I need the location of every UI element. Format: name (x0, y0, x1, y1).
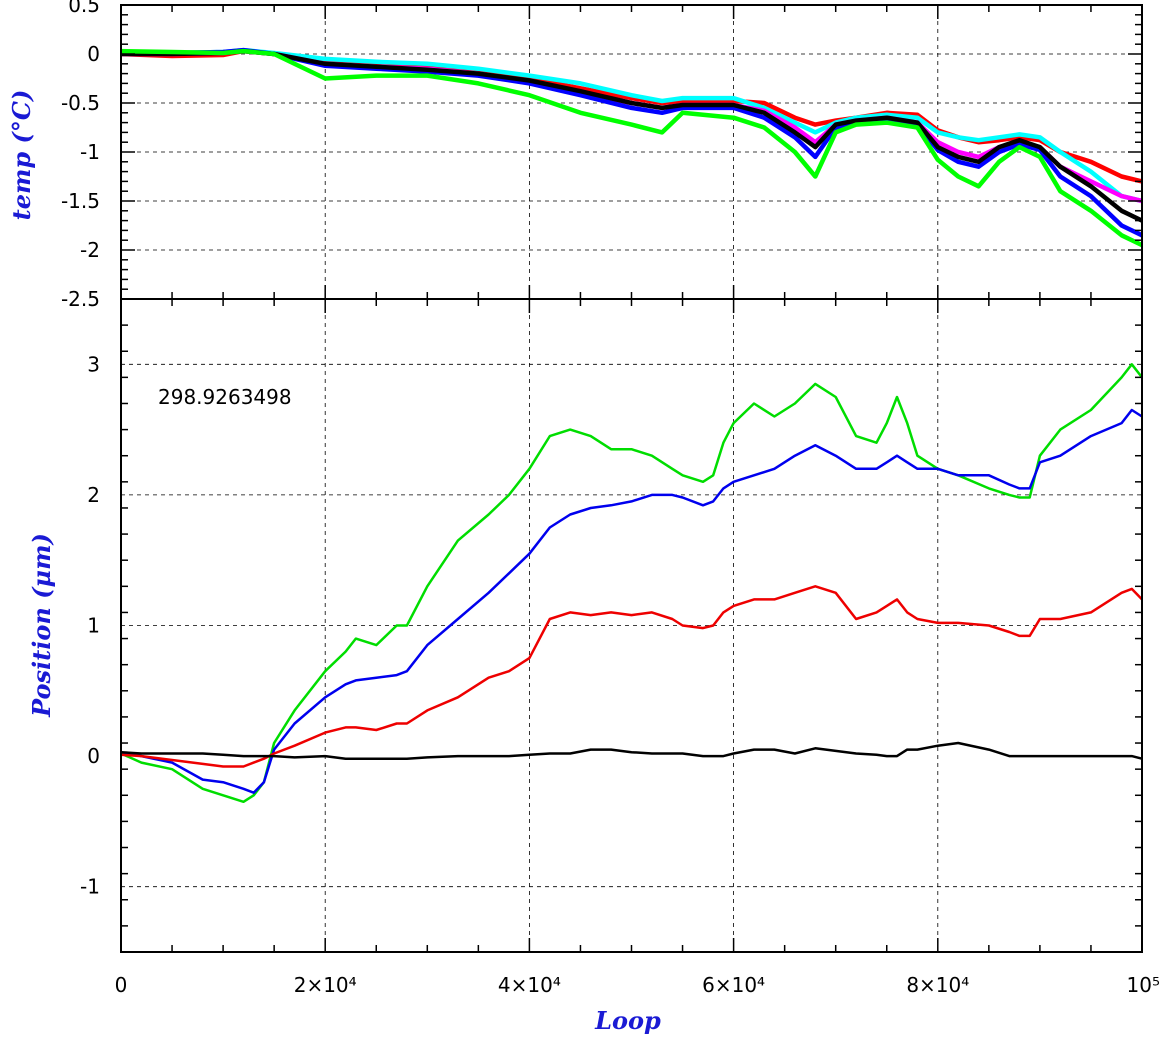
x-tick-label: 0 (115, 973, 128, 997)
top-y-tick-label: -0.5 (61, 91, 100, 115)
top-y-tick-label: -1 (80, 140, 100, 164)
top-series-line-5 (120, 48, 1143, 248)
top-y-tick-label: -1.5 (61, 189, 100, 213)
top-series-group (120, 47, 1143, 248)
bottom-y-axis-title: Position (μm) (27, 533, 56, 718)
bottom-ticks (120, 298, 1143, 953)
x-tick-label: 2×10⁴ (294, 973, 357, 997)
bot-y-tick-label: 1 (87, 614, 100, 638)
bot-y-tick-label: 0 (87, 744, 100, 768)
bot-y-tick-label: 3 (87, 352, 100, 376)
bot-y-tick-label: 2 (87, 483, 100, 507)
x-tick-label: 6×10⁴ (702, 973, 765, 997)
x-tick-labels: 0 2×10⁴ 4×10⁴ 6×10⁴ 8×10⁴ 10⁵ (115, 973, 1160, 997)
top-gridlines (121, 5, 1142, 299)
top-series-line-4 (121, 48, 1143, 223)
x-tick-label: 8×10⁴ (906, 973, 969, 997)
top-y-tick-labels: 0.5 0 -0.5 -1 -1.5 -2 -2.5 (61, 0, 100, 311)
bot-series-line-1 (120, 408, 1143, 794)
x-axis-title: Loop (594, 1006, 661, 1035)
bottom-y-tick-labels: 3 2 1 0 -1 (80, 352, 100, 898)
annotation-value: 298.9263498 (158, 385, 292, 409)
x-tick-label: 10⁵ (1127, 973, 1160, 997)
bot-y-tick-label: -1 (80, 875, 100, 899)
top-series-line-1 (120, 47, 1143, 204)
top-y-tick-label: 0 (87, 42, 100, 66)
top-y-tick-label: -2.5 (61, 287, 100, 311)
top-y-axis-title: temp (°C) (7, 90, 36, 221)
bot-series-line-2 (120, 585, 1143, 768)
top-ticks (120, 4, 1143, 300)
top-y-tick-label: 0.5 (68, 0, 100, 17)
x-tick-label: 4×10⁴ (498, 973, 561, 997)
bottom-gridlines (121, 299, 1142, 952)
bottom-panel: 3 2 1 0 -1 0 2×10⁴ 4×10⁴ 6×10⁴ 8×10⁴ 10⁵ 298.9263… (27, 298, 1160, 1035)
bot-series-line-3 (120, 741, 1143, 760)
top-y-tick-label: -2 (80, 238, 100, 262)
bot-series-line-0 (120, 363, 1143, 804)
top-panel: 0.5 0 -0.5 -1 -1.5 -2 -2.5 temp (°C) (7, 0, 1143, 311)
bottom-series-group (120, 363, 1143, 804)
